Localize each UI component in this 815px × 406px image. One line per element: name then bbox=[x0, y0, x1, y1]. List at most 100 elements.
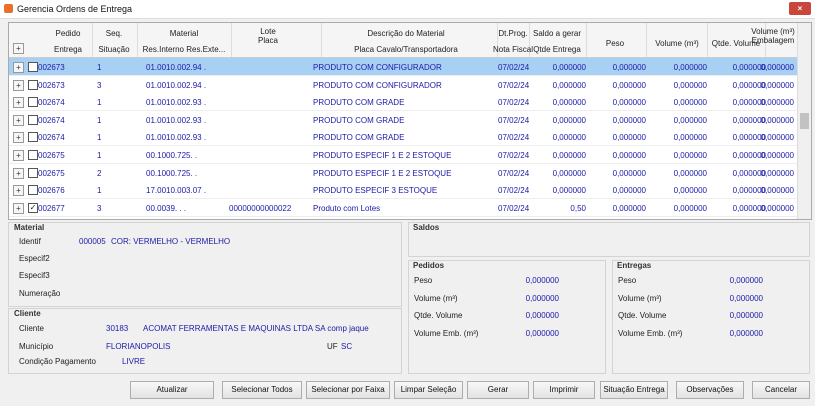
column-header: Seq. bbox=[105, 29, 123, 38]
action-button[interactable]: Selecionar Todos bbox=[222, 381, 302, 399]
table-row[interactable]: +002675 1 00.1000.725. . PRODUTO ESPECIF 1 … bbox=[9, 146, 797, 164]
action-button[interactable]: Situação Entrega bbox=[600, 381, 668, 399]
scroll-thumb[interactable] bbox=[800, 113, 809, 129]
expand-row[interactable]: + bbox=[13, 150, 24, 161]
expand-row[interactable]: + bbox=[13, 132, 24, 144]
action-button[interactable]: Atualizar bbox=[130, 381, 214, 399]
row-checkbox[interactable] bbox=[28, 150, 38, 160]
table-cell: 002673 bbox=[38, 63, 65, 72]
table-row[interactable]: + ✓ 002677 3 00.0039. . . 00000000000022 Produ… bbox=[9, 198, 797, 217]
header-divider bbox=[321, 23, 322, 57]
row-checkbox[interactable] bbox=[28, 114, 38, 125]
table-cell: 07/02/24 bbox=[498, 151, 530, 160]
table-cell: 002675 bbox=[38, 168, 65, 178]
table-cell: 0,000000 bbox=[612, 168, 646, 178]
table-cell: PRODUTO ESPECIF 1 E 2 ESTOQUE bbox=[313, 151, 452, 160]
field-value: ACOMAT FERRAMENTAS E MAQUINAS LTDA SA co… bbox=[143, 324, 369, 333]
table-cell: 0,000000 bbox=[612, 151, 646, 160]
table-row[interactable]: +002675 2 00.1000.725. . PRODUTO ESPECIF 1 … bbox=[9, 163, 797, 182]
table-cell: 0,000000 bbox=[732, 168, 766, 178]
row-checkbox[interactable] bbox=[28, 79, 38, 90]
table-cell: PRODUTO ESPECIF 1 E 2 ESTOQUE bbox=[313, 168, 452, 178]
expand-all[interactable]: + bbox=[13, 43, 24, 54]
table-cell: 0,000000 bbox=[760, 168, 794, 178]
table-row[interactable]: +002673 3 01.0010.002.94 . PRODUTO COM CONF… bbox=[9, 75, 797, 94]
table-row[interactable]: +002673 1 01.0010.002.94 . PRODUTO COM CONF… bbox=[9, 58, 797, 76]
row-checkbox[interactable]: ✓ bbox=[28, 202, 38, 213]
table-cell: 00.1000.725. . bbox=[146, 151, 198, 160]
table-cell: 0,000000 bbox=[760, 98, 794, 108]
row-checkbox[interactable] bbox=[28, 167, 38, 178]
field-value: 0,000000 bbox=[525, 276, 559, 285]
table-cell: 00.1000.725. . bbox=[146, 168, 198, 178]
table-cell: 07/02/24 bbox=[498, 115, 530, 125]
expand-row[interactable]: + bbox=[13, 62, 24, 73]
action-button[interactable]: Gerar bbox=[467, 381, 529, 399]
window-title: Gerencia Ordens de Entrega bbox=[17, 4, 133, 14]
field-label: Qtde. Volume bbox=[414, 311, 463, 320]
expand-row[interactable]: + bbox=[13, 114, 24, 126]
table-cell: 0,000000 bbox=[673, 203, 707, 213]
table-cell: 0,000000 bbox=[673, 133, 707, 143]
scrollbar[interactable] bbox=[797, 23, 811, 219]
table-cell: PRODUTO COM CONFIGURADOR bbox=[313, 63, 442, 72]
table-cell: 1 bbox=[97, 151, 102, 160]
table-cell: 0,000000 bbox=[732, 80, 766, 90]
column-header: Placa Cavalo/Transportadora bbox=[354, 45, 458, 54]
panel-title: Entregas bbox=[617, 261, 652, 270]
table-cell: 0,000000 bbox=[732, 63, 766, 72]
row-checkbox[interactable] bbox=[28, 62, 38, 72]
table-row[interactable]: +002674 1 01.0010.002.93 . PRODUTO COM GRAD… bbox=[9, 93, 797, 112]
action-button[interactable]: Selecionar por Faixa bbox=[306, 381, 390, 399]
table-cell: 07/02/24 bbox=[498, 133, 530, 143]
table-row[interactable]: +002674 1 01.0010.002.93 . PRODUTO COM GRAD… bbox=[9, 128, 797, 147]
grid-header bbox=[9, 23, 798, 58]
header-divider bbox=[231, 23, 232, 57]
row-checkbox[interactable] bbox=[28, 132, 38, 143]
field-label: Volume Emb. (m³) bbox=[618, 328, 683, 338]
table-row[interactable]: +002676 1 17.0010.003.07 . PRODUTO ESPECIF … bbox=[9, 181, 797, 200]
field-value: 000005 bbox=[79, 237, 106, 246]
table-cell: 1 bbox=[97, 115, 102, 125]
expand-row[interactable]: + bbox=[13, 167, 24, 179]
action-button[interactable]: Cancelar bbox=[752, 381, 810, 399]
column-header: Peso bbox=[605, 39, 625, 48]
header-divider bbox=[586, 23, 587, 57]
saldos-panel: Saldos bbox=[408, 222, 810, 257]
table-cell: Produto com Lotes bbox=[313, 203, 381, 213]
table-cell: 00.0039. . . bbox=[146, 203, 187, 213]
cliente-panel: Cliente Cliente 30183 ACOMAT FERRAMENTAS… bbox=[8, 308, 402, 374]
expand-row[interactable]: + bbox=[13, 97, 24, 109]
field-label: Peso bbox=[618, 276, 637, 285]
row-checkbox[interactable] bbox=[28, 97, 38, 108]
panel-title: Cliente bbox=[14, 309, 41, 318]
close-button[interactable]: × bbox=[789, 2, 811, 15]
action-button[interactable]: Limpar Seleção bbox=[394, 381, 463, 399]
column-header: Material bbox=[169, 29, 199, 38]
column-header: Descrição do Material bbox=[367, 29, 445, 38]
panel-title: Pedidos bbox=[413, 261, 445, 270]
entregas-panel: Entregas Peso 0,000000 Volume (m³) 0,000000… bbox=[612, 260, 810, 374]
table-cell: PRODUTO COM GRADE bbox=[313, 133, 405, 143]
table-cell: 0,000000 bbox=[760, 186, 794, 196]
expand-row[interactable]: + bbox=[13, 79, 24, 91]
table-cell: 3 bbox=[97, 80, 102, 90]
header-divider bbox=[497, 23, 498, 57]
action-button[interactable]: Observações bbox=[676, 381, 744, 399]
expand-row[interactable]: + bbox=[13, 185, 24, 197]
expand-row[interactable]: + bbox=[13, 202, 24, 214]
table-cell: 0,000000 bbox=[612, 133, 646, 143]
table-row[interactable]: +002674 1 01.0010.002.93 . PRODUTO COM GRAD… bbox=[9, 110, 797, 129]
field-label: Especif2 bbox=[19, 254, 50, 263]
table-cell: 07/02/24 bbox=[498, 63, 530, 72]
action-button[interactable]: Imprimir bbox=[533, 381, 595, 399]
row-checkbox[interactable] bbox=[28, 185, 38, 196]
table-cell: 07/02/24 bbox=[498, 186, 530, 196]
field-label: Cliente bbox=[19, 324, 44, 333]
header-divider bbox=[529, 23, 530, 57]
column-header: Res.Interno Res.Exte... bbox=[142, 45, 226, 54]
table-cell: 1 bbox=[97, 63, 102, 72]
field-value: FLORIANOPOLIS bbox=[106, 342, 171, 351]
pedidos-panel: Pedidos Peso 0,000000 Volume (m³) 0,000000 Q… bbox=[408, 260, 606, 374]
